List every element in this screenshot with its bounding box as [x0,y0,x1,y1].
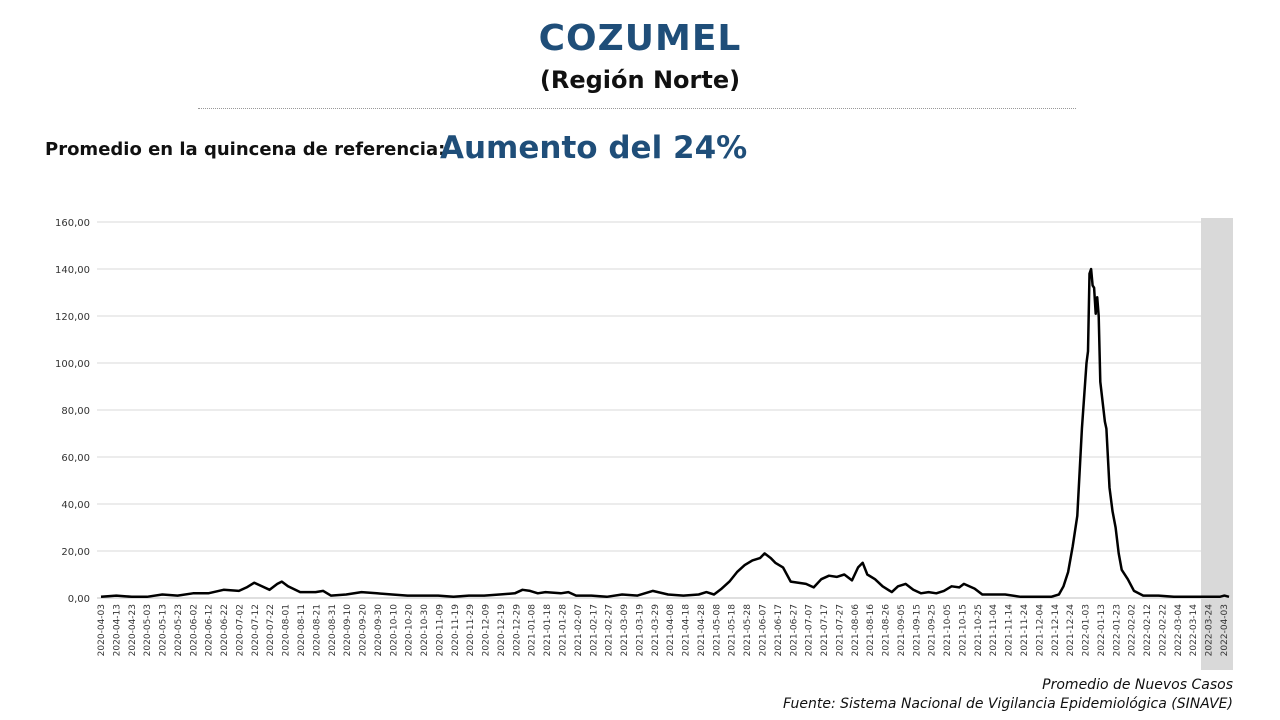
x-tick-label: 2022-02-22 [1158,604,1168,656]
x-tick-label: 2020-04-03 [97,604,107,656]
reference-value: Aumento del 24% [440,130,748,166]
y-tick-label: 60,00 [61,453,90,464]
x-tick-label: 2020-12-09 [482,604,492,657]
x-tick-label: 2020-09-30 [374,604,384,657]
x-tick-label: 2021-11-24 [1020,604,1030,657]
x-tick-label: 2020-09-20 [359,604,369,657]
y-tick-label: 40,00 [61,500,90,511]
y-tick-label: 160,00 [55,218,90,229]
x-tick-label: 2021-03-19 [635,604,645,657]
x-tick-label: 2020-06-12 [205,604,215,656]
x-tick-label: 2021-09-15 [912,604,922,656]
x-tick-label: 2021-01-08 [528,604,538,657]
x-tick-label: 2021-12-24 [1066,604,1076,657]
x-tick-label: 2020-05-13 [159,604,169,656]
x-tick-label: 2021-06-27 [789,604,799,656]
x-tick-label: 2020-07-12 [251,604,261,656]
x-tick-label: 2022-03-14 [1189,604,1199,657]
x-tick-label: 2021-07-27 [835,604,845,656]
y-tick-label: 100,00 [55,359,90,370]
x-tick-label: 2021-02-07 [574,604,584,656]
x-tick-label: 2021-09-25 [928,604,938,656]
x-tick-label: 2020-04-13 [112,604,122,656]
x-tick-label: 2020-06-02 [189,604,199,656]
x-tick-label: 2021-05-28 [743,604,753,657]
x-tick-label: 2021-12-04 [1035,604,1045,657]
x-tick-label: 2020-05-23 [174,604,184,656]
source-note: Fuente: Sistema Nacional de Vigilancia E… [783,696,1233,712]
x-tick-label: 2022-01-23 [1112,604,1122,656]
x-tick-label: 2021-02-17 [589,604,599,656]
x-tick-label: 2020-09-10 [343,604,353,657]
x-tick-label: 2022-03-24 [1205,604,1215,657]
cases-line-chart: 0,00 20,00 40,00 60,00 80,00 100,00 120,00 140,… [55,218,1233,670]
x-tick-label: 2022-04-03 [1220,604,1230,656]
x-tick-label: 2020-12-29 [512,604,522,657]
x-tick-label: 2021-04-08 [666,604,676,657]
x-tick-label: 2021-08-26 [882,604,892,657]
page-title: COZUMEL [538,18,742,59]
x-tick-label: 2021-04-28 [697,604,707,657]
x-tick-label: 2020-04-23 [128,604,138,656]
x-tick-label: 2021-10-15 [958,604,968,656]
x-tick-label: 2021-01-28 [559,604,569,657]
x-tick-label: 2021-07-17 [820,604,830,656]
x-tick-label: 2020-08-01 [282,604,292,656]
x-tick-label: 2021-04-18 [682,604,692,657]
x-tick-label: 2020-07-02 [235,604,245,656]
x-tick-label: 2021-11-04 [989,604,999,657]
x-tick-label: 2021-07-07 [805,604,815,656]
x-tick-label: 2020-11-09 [435,604,445,657]
x-tick-label: 2021-12-14 [1051,604,1061,657]
x-tick-label: 2020-08-21 [312,604,322,656]
y-tick-label: 20,00 [61,547,90,558]
y-tick-label: 140,00 [55,265,90,276]
x-tick-label: 2020-10-10 [389,604,399,657]
y-tick-label: 120,00 [55,312,90,323]
x-tick-label: 2022-01-03 [1082,604,1092,656]
x-tick-label: 2021-03-29 [651,604,661,657]
x-tick-label: 2020-06-22 [220,604,230,656]
x-tick-label: 2020-11-19 [451,604,461,657]
x-tick-label: 2021-11-14 [1005,604,1015,657]
y-tick-label: 0,00 [68,594,90,605]
shaded-period [1201,218,1233,670]
x-tick-label: 2021-10-25 [974,604,984,656]
title-divider [198,108,1076,109]
series-line [100,267,1230,599]
x-tick-label: 2021-05-18 [728,604,738,657]
x-tick-label: 2021-03-09 [620,604,630,657]
x-tick-label: 2022-03-04 [1174,604,1184,657]
x-tick-label: 2021-01-18 [543,604,553,657]
x-tick-label: 2022-02-12 [1143,604,1153,656]
x-tick-label: 2022-01-13 [1097,604,1107,656]
series-note: Promedio de Nuevos Casos [1042,677,1233,693]
reference-label: Promedio en la quincena de referencia: [45,139,446,160]
x-tick-label: 2021-10-05 [943,604,953,656]
x-tick-label: 2021-06-07 [758,604,768,656]
x-tick-label: 2021-06-17 [774,604,784,656]
page-subtitle: (Región Norte) [539,66,741,94]
x-tick-label: 2021-08-16 [866,604,876,657]
x-tick-label: 2020-08-31 [328,604,338,656]
x-tick-label: 2020-08-11 [297,604,307,656]
x-tick-label: 2020-12-19 [497,604,507,657]
x-tick-label: 2020-10-20 [405,604,415,657]
x-tick-label: 2021-02-27 [605,604,615,656]
x-tick-label: 2021-05-08 [712,604,722,657]
x-tick-label: 2022-02-02 [1128,604,1138,656]
x-tick-label: 2021-09-05 [897,604,907,656]
x-tick-label: 2021-08-06 [851,604,861,657]
y-tick-label: 80,00 [61,406,90,417]
x-tick-label: 2020-10-30 [420,604,430,657]
x-tick-label: 2020-11-29 [466,604,476,657]
x-tick-label: 2020-07-22 [266,604,276,656]
x-tick-label: 2020-05-03 [143,604,153,656]
